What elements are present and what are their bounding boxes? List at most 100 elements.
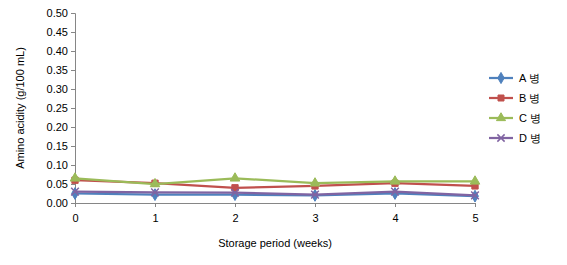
x-tick-mark xyxy=(235,203,236,207)
marker-group xyxy=(390,176,400,184)
legend-item: B 병 xyxy=(489,92,540,104)
legend-marker-group xyxy=(497,134,504,141)
y-tick-mark xyxy=(71,32,75,33)
y-tick-label: 0.15 xyxy=(47,140,68,152)
y-axis-title: Amino acidity (g/100 mL) xyxy=(14,47,26,169)
legend-marker xyxy=(498,72,504,83)
series-group xyxy=(70,173,480,202)
point xyxy=(71,188,79,196)
y-tick-label: 0.50 xyxy=(47,7,68,19)
marker-group xyxy=(151,189,159,197)
marker-group xyxy=(152,189,159,201)
legend-label: A 병 xyxy=(519,72,540,84)
x-tick-mark xyxy=(75,203,76,207)
x-tick: 4 xyxy=(392,203,398,224)
point xyxy=(390,176,400,184)
y-tick-label: 0.35 xyxy=(47,64,68,76)
x-axis-line xyxy=(76,204,476,208)
y-tick-mark xyxy=(71,203,75,204)
y-tick-label: 0.45 xyxy=(47,26,68,38)
x-tick: 0 xyxy=(72,203,78,224)
point xyxy=(391,188,399,196)
x-tick-label: 4 xyxy=(392,212,398,224)
y-tick: 0.45 xyxy=(47,26,75,38)
chart: 0.00 0.05 0.10 0.15 0.20 0.25 0.30 0.35 0.40 0.45… xyxy=(0,0,567,265)
point xyxy=(470,176,480,184)
marker-group xyxy=(470,176,480,184)
marker-group xyxy=(150,178,160,186)
legend-item: D 병 xyxy=(489,132,541,144)
y-tick-mark xyxy=(71,108,75,109)
point xyxy=(70,173,80,181)
x-tick-mark xyxy=(315,203,316,207)
y-tick-mark xyxy=(71,165,75,166)
y-tick-label: 0.05 xyxy=(47,178,68,190)
point xyxy=(311,191,319,199)
point xyxy=(310,178,320,186)
y-tick: 0.10 xyxy=(47,159,75,171)
point xyxy=(392,188,399,200)
x-tick-mark xyxy=(155,203,156,207)
marker-group xyxy=(230,173,240,181)
x-tick-label: 5 xyxy=(472,212,478,224)
series-line xyxy=(75,192,475,196)
y-tick-mark xyxy=(71,127,75,128)
legend-marker xyxy=(497,134,504,141)
y-tick: 0.20 xyxy=(47,121,75,133)
legend-label: D 병 xyxy=(519,132,541,144)
legend: A 병 B 병 C 병 D 병 xyxy=(489,72,541,144)
y-tick-label: 0.20 xyxy=(47,121,68,133)
point xyxy=(151,189,159,197)
point xyxy=(150,178,160,186)
point xyxy=(230,173,240,181)
x-tick: 2 xyxy=(232,203,238,224)
y-tick: 0.40 xyxy=(47,45,75,57)
y-tick: 0.15 xyxy=(47,140,75,152)
plot: 0.00 0.05 0.10 0.15 0.20 0.25 0.30 0.35 0.40 0.45… xyxy=(47,7,480,224)
x-tick-label: 2 xyxy=(232,212,238,224)
marker-group xyxy=(70,173,80,181)
series xyxy=(71,188,479,199)
x-tick-label: 3 xyxy=(312,212,318,224)
y-tick-label: 0.10 xyxy=(47,159,68,171)
marker-group xyxy=(311,191,319,199)
y-tick: 0.25 xyxy=(47,102,75,114)
x-tick: 3 xyxy=(312,203,318,224)
legend-marker xyxy=(498,95,504,101)
y-tick-label: 0.00 xyxy=(47,197,68,209)
point xyxy=(231,189,239,197)
y-tick: 0.30 xyxy=(47,83,75,95)
legend-label: C 병 xyxy=(519,112,541,124)
y-tick-mark xyxy=(71,184,75,185)
marker-group xyxy=(231,189,239,197)
y-tick-mark xyxy=(71,146,75,147)
y-tick-mark xyxy=(71,13,75,14)
legend-marker-group xyxy=(498,72,504,83)
y-tick: 0.00 xyxy=(47,197,75,209)
y-tick-label: 0.40 xyxy=(47,45,68,57)
point xyxy=(471,192,479,200)
y-tick-mark xyxy=(71,70,75,71)
series xyxy=(72,177,478,191)
marker-group xyxy=(72,188,79,200)
x-tick-label: 0 xyxy=(72,212,78,224)
legend-marker xyxy=(496,113,505,121)
y-tick-mark xyxy=(71,89,75,90)
y-tick-label: 0.30 xyxy=(47,83,68,95)
x-tick-mark xyxy=(395,203,396,207)
x-tick: 1 xyxy=(152,203,158,224)
legend-item: C 병 xyxy=(489,112,541,124)
marker-group xyxy=(391,188,399,196)
marker-group xyxy=(310,178,320,186)
y-tick: 0.50 xyxy=(47,7,75,19)
y-tick: 0.35 xyxy=(47,64,75,76)
x-axis: 0 1 2 3 4 5 xyxy=(72,203,478,224)
legend-marker-group xyxy=(498,95,504,101)
point xyxy=(152,189,159,201)
legend-label: B 병 xyxy=(519,92,540,104)
series xyxy=(70,173,480,187)
series xyxy=(72,188,479,202)
marker-group xyxy=(71,188,79,196)
series-line xyxy=(75,178,475,184)
point xyxy=(72,188,79,200)
